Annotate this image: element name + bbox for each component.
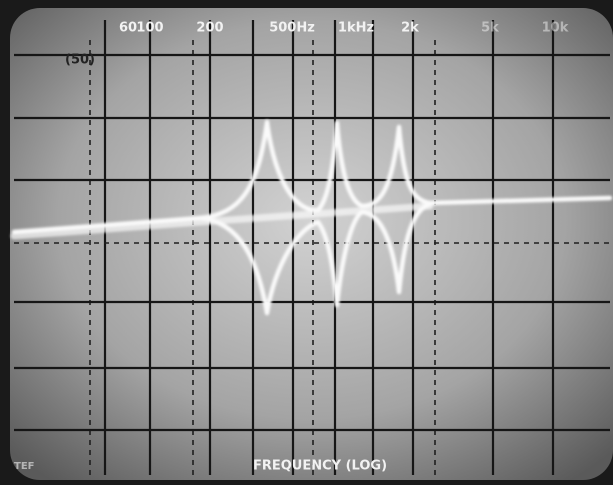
traces	[10, 119, 613, 316]
frequency-label: 500Hz	[269, 21, 315, 36]
frequency-label: 10k	[542, 21, 569, 36]
frequency-label: 5k	[481, 21, 499, 36]
frequency-label: 1kHz	[338, 21, 374, 36]
frequency-label: 2k	[401, 21, 419, 36]
frequency-label: 100	[136, 21, 163, 36]
axis-title: FREQUENCY (LOG)	[253, 459, 387, 474]
marker-label: (50)	[65, 53, 95, 68]
frequency-label: 60	[119, 21, 137, 36]
frequency-label: 200	[196, 21, 223, 36]
graticule	[14, 20, 610, 475]
corner-text: TEF	[14, 461, 34, 472]
screen	[10, 8, 613, 480]
